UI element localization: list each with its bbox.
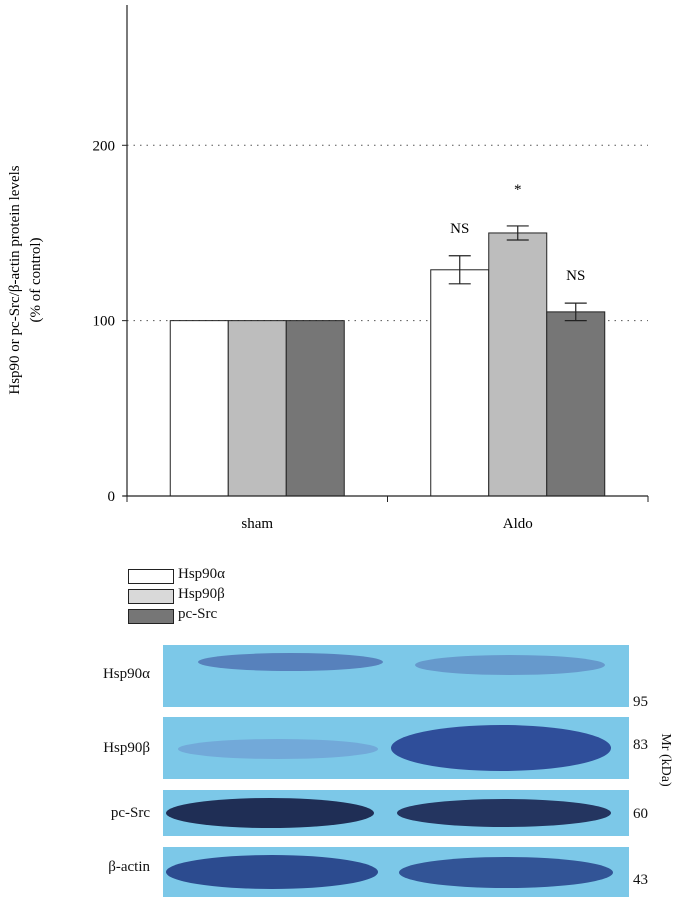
x-ticks: sham Aldo xyxy=(126,496,649,532)
y-tick-label: 0 xyxy=(108,489,116,505)
blot-label-hsp90b: Hsp90β xyxy=(103,740,150,756)
error-bars xyxy=(448,225,587,322)
kda-95: 95 xyxy=(633,694,648,710)
blot-label-hsp90a: Hsp90α xyxy=(102,666,150,682)
bar xyxy=(285,320,345,497)
legend-label: Hsp90α xyxy=(178,566,226,582)
bars xyxy=(169,232,606,497)
gridlines xyxy=(127,144,648,322)
blot-label-beta-actin: β-actin xyxy=(108,859,150,875)
x-tick-label: sham xyxy=(241,516,273,532)
y-axis-label: Hsp90 or pc-Src/β-actin protein levels xyxy=(7,165,23,394)
legend-label: Hsp90β xyxy=(178,586,225,602)
bar xyxy=(430,269,490,497)
y-ticks: 0 100 200 xyxy=(93,138,127,505)
significance-label: NS xyxy=(566,268,585,284)
bar xyxy=(169,320,229,497)
kda-83: 83 xyxy=(633,737,648,753)
blot-strip-beta-actin xyxy=(163,847,629,897)
y-tick-label: 100 xyxy=(93,314,116,330)
bar-chart: NS * NS 0 100 200 sham Aldo Hsp90 or pc-Src/β… xyxy=(7,5,649,532)
kda-43: 43 xyxy=(633,872,648,888)
bar xyxy=(488,232,548,497)
blot-strip-pc-src xyxy=(163,790,629,836)
significance-label: NS xyxy=(450,221,469,237)
blot-band xyxy=(166,855,378,889)
y-axis-label-unit: (% of control) xyxy=(28,238,44,323)
significance-label: * xyxy=(514,182,522,198)
kda-unit-label: Mr (kDa) xyxy=(658,733,673,787)
legend-swatch-pc-src xyxy=(128,609,174,624)
legend-label: pc-Src xyxy=(178,606,218,622)
blot-band xyxy=(178,739,378,759)
x-tick-label: Aldo xyxy=(503,516,533,532)
blot-band xyxy=(391,725,611,771)
legend-swatch-hsp90b xyxy=(128,589,174,604)
blot-label-pc-src: pc-Src xyxy=(110,805,150,821)
significance-labels: NS * NS xyxy=(450,182,585,284)
y-tick-label: 200 xyxy=(93,138,116,154)
blot-band xyxy=(397,799,611,827)
blot-band xyxy=(166,798,374,828)
kda-60: 60 xyxy=(633,806,648,822)
blot-band xyxy=(198,653,383,671)
blot-band xyxy=(415,655,605,675)
legend-swatch-hsp90a xyxy=(128,569,174,584)
blot-band xyxy=(399,857,613,888)
bar xyxy=(227,320,287,497)
bar xyxy=(546,311,606,497)
blot-strip-hsp90a xyxy=(163,645,629,707)
blot-strip-hsp90b xyxy=(163,717,629,779)
